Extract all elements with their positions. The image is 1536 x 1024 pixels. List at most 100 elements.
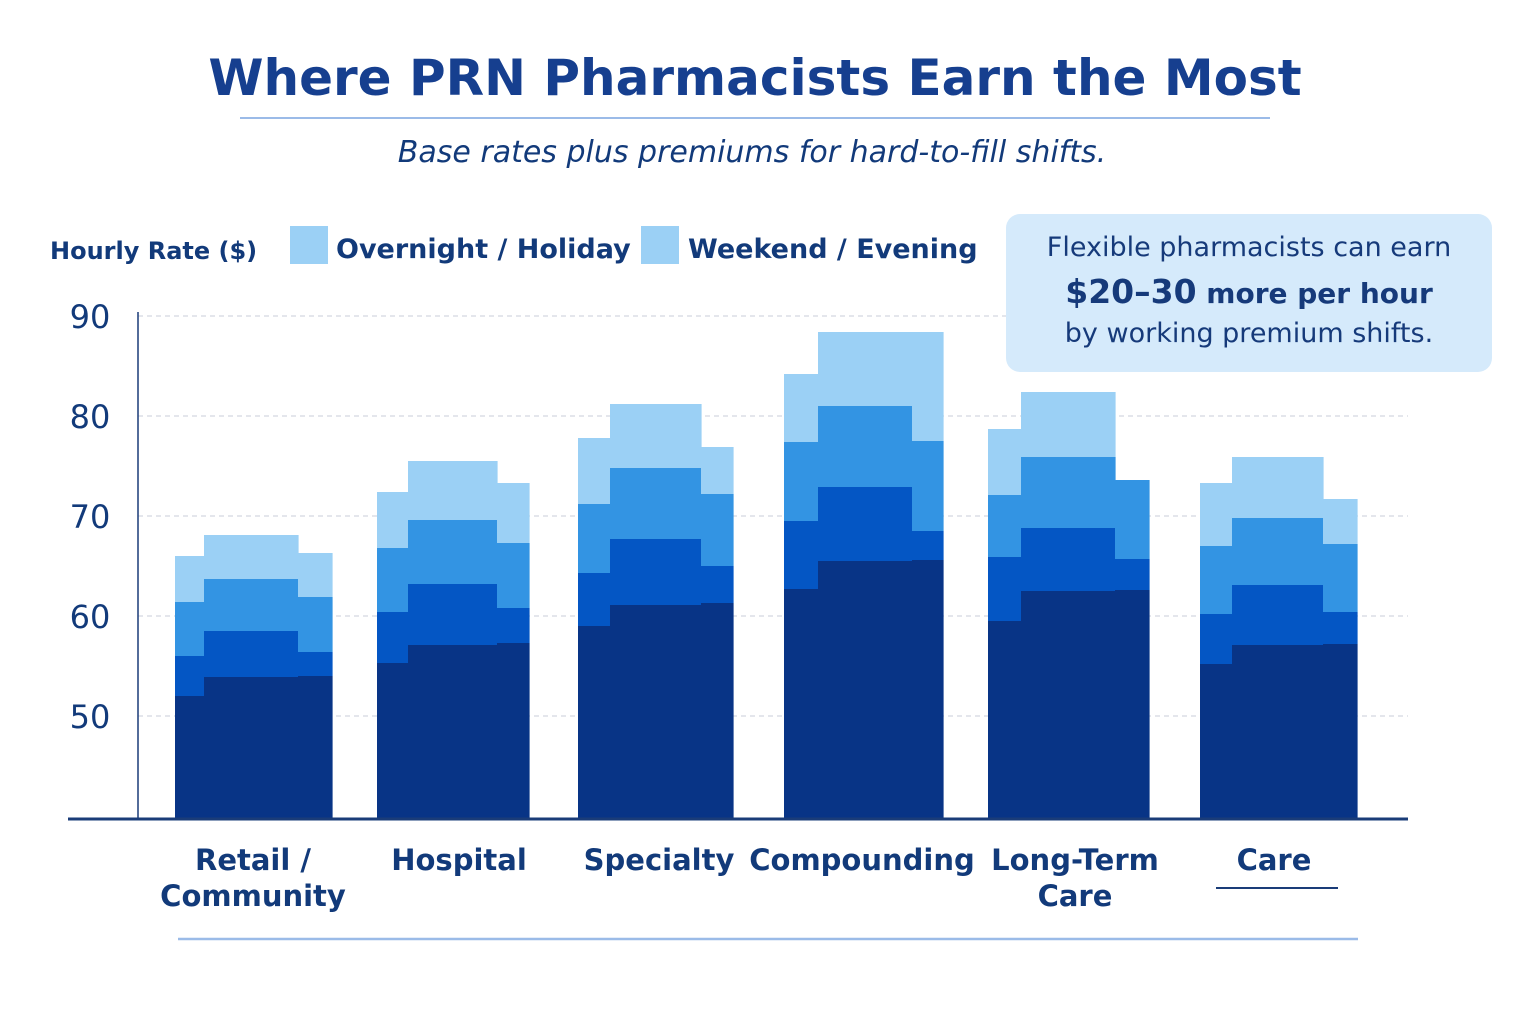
x-tick-label: Community	[160, 879, 346, 913]
y-axis-label: Hourly Rate ($)	[50, 237, 257, 265]
bar-segment-tier-2	[497, 608, 530, 643]
bar-segment-tier-4	[610, 404, 702, 468]
bars	[175, 332, 1358, 819]
bar-segment-tier-4	[1323, 499, 1358, 544]
bar-segment-base	[610, 605, 702, 819]
bar-segment-tier-4	[497, 483, 530, 543]
x-tick-label: Care	[1038, 879, 1113, 913]
bar-segment-tier-3	[1323, 544, 1358, 612]
callout-line-1: Flexible pharmacists can earn	[1046, 232, 1452, 263]
bar-segment-tier-3	[408, 520, 498, 584]
x-tick-label: Long-Term	[991, 843, 1159, 877]
bar-group-5	[1200, 457, 1358, 819]
chart-title: Where PRN Pharmacists Earn the Most	[208, 49, 1301, 107]
bar-segment-tier-4	[175, 556, 205, 602]
y-tick-label: 50	[70, 698, 111, 736]
bar-segment-base	[578, 626, 611, 819]
bar-segment-tier-4	[1200, 483, 1233, 546]
x-tick-label: Compounding	[749, 843, 975, 877]
bar-segment-tier-3	[1115, 480, 1150, 559]
bar-segment-tier-3	[1200, 546, 1233, 614]
bar-segment-tier-2	[298, 652, 333, 676]
callout-amount: $20–30	[1065, 272, 1197, 311]
x-tick-label: Retail /	[195, 843, 311, 877]
bar-segment-tier-3	[912, 441, 944, 531]
bar-segment-tier-2	[408, 584, 498, 645]
bar-segment-base	[1232, 645, 1324, 819]
bar-segment-tier-4	[988, 429, 1022, 495]
gridlines	[138, 315, 1408, 717]
bar-group-0	[175, 535, 333, 819]
bar-segment-tier-4	[1021, 392, 1116, 457]
y-tick-label: 90	[70, 298, 111, 336]
legend-swatch	[290, 226, 328, 264]
bar-segment-tier-3	[784, 442, 819, 521]
bar-group-1	[377, 461, 530, 819]
bar-segment-tier-2	[701, 566, 734, 603]
legend-label: Overnight / Holiday	[336, 234, 631, 265]
bar-segment-tier-4	[912, 332, 944, 441]
y-tick-label: 60	[70, 598, 111, 636]
bar-segment-tier-4	[408, 461, 498, 520]
bar-segment-tier-2	[1232, 585, 1324, 645]
bar-segment-tier-2	[1021, 528, 1116, 591]
bar-segment-base	[1323, 644, 1358, 819]
bar-segment-tier-2	[175, 656, 205, 696]
bar-segment-base	[377, 663, 409, 819]
y-axis-ticks: 50 60 70 80 90	[70, 298, 111, 736]
bar-segment-tier-3	[701, 494, 734, 566]
bar-segment-tier-3	[497, 543, 530, 608]
bar-segment-tier-3	[377, 548, 409, 612]
x-tick-label: Hospital	[391, 843, 527, 877]
bar-segment-tier-4	[578, 438, 611, 504]
bar-segment-base	[818, 561, 913, 819]
bar-segment-base	[784, 589, 819, 819]
bar-segment-base	[204, 677, 299, 819]
bar-segment-tier-3	[610, 468, 702, 539]
bar-segment-tier-3	[175, 602, 205, 656]
x-axis-labels: Retail /Community Hospital Specialty Compou…	[160, 843, 1311, 913]
bar-segment-tier-2	[988, 557, 1022, 621]
callout-line-3: by working premium shifts.	[1064, 318, 1434, 349]
callout-box	[1006, 214, 1492, 372]
bar-segment-tier-4	[377, 492, 409, 548]
bar-segment-tier-2	[1323, 612, 1358, 644]
bar-segment-base	[175, 696, 205, 819]
bar-segment-tier-3	[1021, 457, 1116, 528]
bar-segment-base	[912, 560, 944, 819]
bar-group-4	[988, 392, 1150, 819]
bar-segment-tier-3	[818, 406, 913, 487]
bar-segment-tier-2	[1200, 614, 1233, 664]
bar-segment-tier-4	[784, 374, 819, 442]
bar-segment-tier-3	[1232, 518, 1324, 585]
bar-segment-base	[1115, 590, 1150, 819]
callout-line-2: $20–30 more per hour	[1006, 272, 1492, 311]
y-tick-label: 80	[70, 398, 111, 436]
callout-line-2-rest: more per hour	[1196, 277, 1433, 310]
bar-segment-tier-3	[298, 597, 333, 652]
bar-segment-tier-4	[204, 535, 299, 579]
bar-group-3	[784, 332, 944, 819]
bar-segment-tier-2	[377, 612, 409, 663]
legend: Overnight / Holiday Weekend / Evening	[290, 226, 978, 265]
bar-segment-base	[497, 643, 530, 819]
legend-label: Weekend / Evening	[688, 234, 978, 265]
x-tick-label: Care	[1237, 843, 1312, 877]
bar-segment-base	[298, 676, 333, 819]
bar-segment-tier-2	[204, 631, 299, 677]
bar-segment-tier-2	[610, 539, 702, 605]
bar-segment-tier-3	[578, 504, 611, 573]
bar-segment-base	[408, 645, 498, 819]
bar-segment-tier-4	[701, 447, 734, 494]
bar-group-2	[578, 404, 734, 819]
bar-segment-base	[1021, 591, 1116, 819]
bar-segment-tier-3	[988, 495, 1022, 557]
bar-segment-tier-2	[578, 573, 611, 626]
y-tick-label: 70	[70, 498, 111, 536]
bar-segment-tier-4	[1232, 457, 1324, 518]
bar-segment-tier-2	[1115, 559, 1150, 590]
bar-segment-tier-4	[298, 553, 333, 597]
bar-segment-tier-2	[784, 521, 819, 589]
bar-segment-tier-2	[912, 531, 944, 560]
